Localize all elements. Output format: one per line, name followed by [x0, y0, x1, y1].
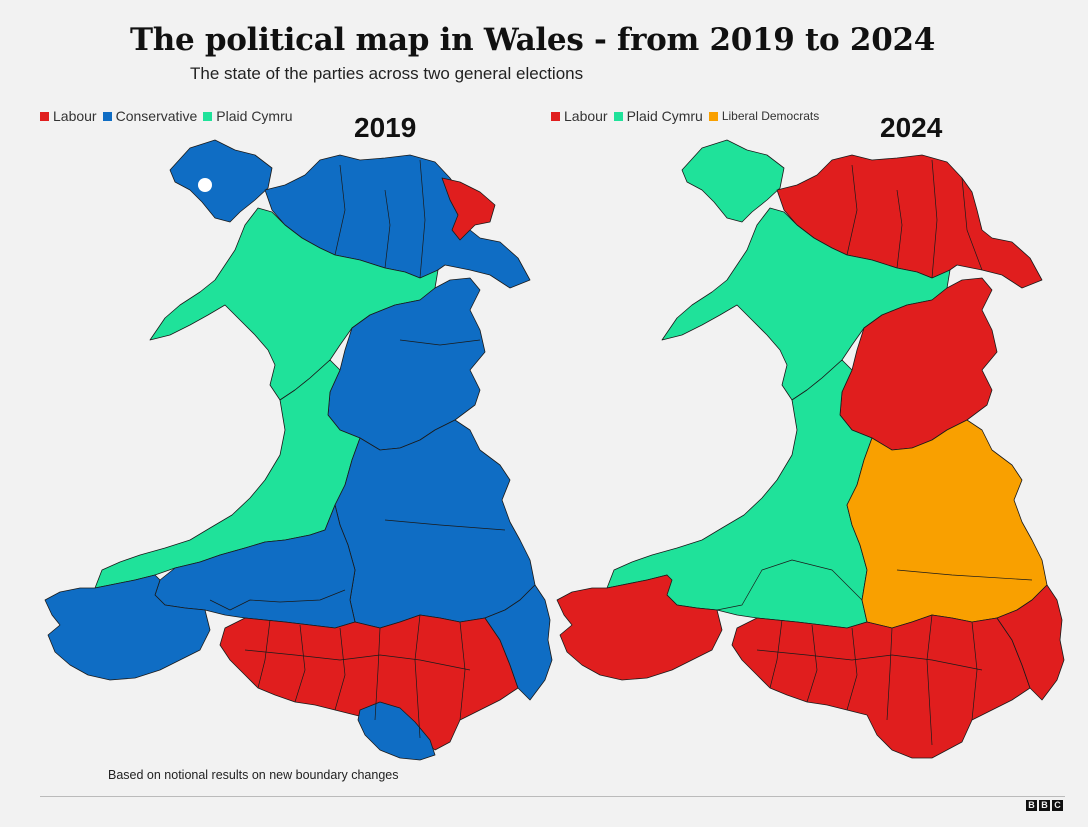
constituency-borders — [716, 159, 1033, 746]
region-pembrokeshire — [556, 574, 723, 681]
region-monmouth — [996, 584, 1065, 701]
region-monmouth — [484, 584, 553, 701]
legend-label: Conservative — [115, 108, 198, 124]
legend-item-plaid: Plaid Cymru — [203, 108, 293, 124]
legend-swatch-libdem — [708, 111, 718, 121]
region-pembrokeshire — [44, 574, 211, 681]
chart-title: The political map in Wales - from 2019 t… — [130, 22, 936, 58]
region-south-wales-valleys — [731, 614, 1031, 759]
bbc-logo-block: B — [1039, 800, 1050, 811]
legend-swatch-labour — [551, 111, 560, 121]
holyhead-marker — [198, 178, 212, 192]
legend-2019: Labour Conservative Plaid Cymru — [40, 108, 299, 124]
legend-swatch-plaid — [613, 111, 623, 121]
year-label-2019: 2019 — [354, 112, 417, 143]
bbc-logo-block: C — [1052, 800, 1063, 811]
region-brecon — [334, 419, 536, 629]
constituency-borders — [209, 159, 506, 739]
map-2019-svg — [44, 139, 553, 761]
legend-swatch-conservative — [102, 111, 112, 121]
footnote: Based on notional results on new boundar… — [108, 768, 399, 782]
legend-swatch-plaid — [203, 111, 213, 121]
region-south-wales-valleys — [219, 614, 519, 751]
legend-swatch-labour — [40, 111, 49, 121]
legend-item-labour: Labour — [551, 108, 608, 124]
legend-item-libdem: Liberal Democrats — [708, 109, 820, 123]
map-2024-svg — [556, 139, 1065, 759]
map-2024 — [552, 130, 1072, 770]
legend-label: Plaid Cymru — [216, 108, 293, 124]
legend-label: Plaid Cymru — [626, 108, 703, 124]
legend-label: Labour — [564, 108, 608, 124]
bbc-logo-block: B — [1026, 800, 1037, 811]
region-anglesey — [681, 139, 785, 223]
region-north-east-labour — [441, 177, 496, 241]
map-2019 — [40, 130, 560, 770]
legend-2024: Labour Plaid Cymru Liberal Democrats — [551, 108, 825, 124]
bbc-logo: B B C — [1026, 800, 1063, 811]
legend-item-labour: Labour — [40, 108, 97, 124]
legend-label: Liberal Democrats — [721, 109, 820, 123]
chart-subtitle: The state of the parties across two gene… — [190, 64, 584, 83]
year-label-2024: 2024 — [880, 112, 943, 143]
footer-divider — [40, 796, 1065, 797]
region-anglesey — [169, 139, 273, 223]
legend-label: Labour — [53, 108, 97, 124]
region-brecon — [846, 419, 1048, 629]
region-vale-of-glamorgan — [357, 701, 436, 761]
legend-item-plaid: Plaid Cymru — [613, 108, 703, 124]
legend-item-conservative: Conservative — [102, 108, 198, 124]
